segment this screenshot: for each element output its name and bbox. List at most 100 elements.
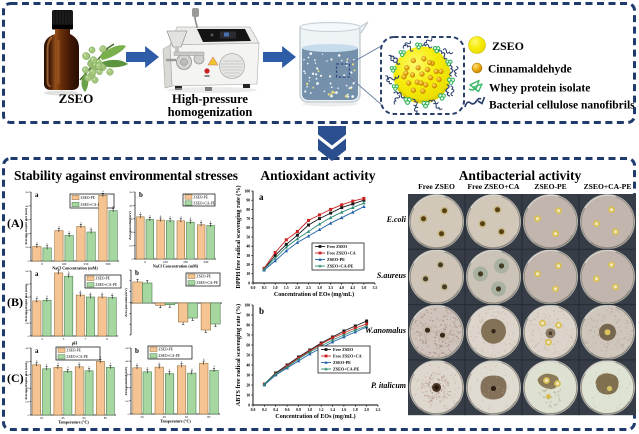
- svg-text:a: a: [170, 216, 172, 219]
- svg-text:0: 0: [248, 403, 250, 407]
- svg-text:3.5: 3.5: [328, 286, 333, 290]
- svg-text:0.0: 0.0: [251, 286, 256, 290]
- svg-text:500: 500: [129, 191, 133, 194]
- svg-text:P. italicum: P. italicum: [371, 381, 406, 390]
- svg-text:500: 500: [125, 347, 129, 350]
- svg-text:Concentration of EOs (mg/mL): Concentration of EOs (mg/mL): [275, 413, 355, 420]
- svg-text:a: a: [58, 268, 60, 271]
- svg-text:0.2: 0.2: [262, 408, 267, 412]
- svg-text:100: 100: [125, 400, 129, 403]
- svg-text:300: 300: [25, 296, 29, 299]
- svg-text:80: 80: [246, 323, 250, 327]
- svg-text:a: a: [68, 271, 70, 274]
- svg-text:a: a: [259, 192, 264, 202]
- svg-text:2.0: 2.0: [364, 408, 369, 412]
- svg-text:100: 100: [163, 260, 168, 264]
- svg-text:500: 500: [106, 262, 111, 266]
- svg-text:Antibacterial activity: Antibacterial activity: [459, 168, 582, 183]
- svg-text:400: 400: [129, 204, 133, 207]
- svg-text:Whey protein isolate: Whey protein isolate: [489, 83, 590, 95]
- svg-text:Zeta potential (mV): Zeta potential (mV): [124, 367, 128, 396]
- svg-text:ABTS free radical scavenging r: ABTS free radical scavenging rate (%): [235, 304, 242, 406]
- svg-text:ZSEO+CA-PE: ZSEO+CA-PE: [67, 355, 89, 359]
- svg-text:500: 500: [204, 260, 209, 264]
- svg-text:70: 70: [246, 333, 250, 337]
- svg-text:Concentration of EOs (mg/mL): Concentration of EOs (mg/mL): [274, 291, 354, 298]
- svg-text:0: 0: [41, 262, 43, 266]
- svg-text:a: a: [159, 362, 161, 365]
- svg-text:ZSEO: ZSEO: [492, 39, 524, 53]
- svg-text:90: 90: [246, 199, 250, 203]
- svg-text:ZSEO-PE: ZSEO-PE: [81, 196, 96, 200]
- svg-text:500: 500: [25, 347, 29, 350]
- svg-text:a: a: [140, 212, 142, 215]
- svg-text:10: 10: [246, 272, 250, 276]
- svg-text:ZSEO+CA-PE: ZSEO+CA-PE: [96, 283, 118, 287]
- svg-text:pH: pH: [72, 341, 78, 346]
- svg-text:Free ZSEO: Free ZSEO: [327, 244, 348, 249]
- svg-text:Average droplet size (nm): Average droplet size (nm): [24, 208, 28, 245]
- svg-text:0.8: 0.8: [296, 408, 301, 412]
- svg-text:ZSEO+CA-PE: ZSEO+CA-PE: [194, 201, 216, 205]
- svg-text:60: 60: [246, 226, 250, 230]
- svg-text:a: a: [180, 216, 182, 219]
- svg-text:a: a: [67, 366, 69, 369]
- svg-text:a: a: [46, 364, 48, 367]
- svg-text:a: a: [112, 292, 114, 295]
- svg-text:4.0: 4.0: [339, 286, 344, 290]
- svg-text:a: a: [69, 230, 71, 233]
- svg-text:ZSEO+CA-PE: ZSEO+CA-PE: [584, 182, 632, 191]
- svg-text:ZSEO+CA-PE: ZSEO+CA-PE: [197, 281, 219, 285]
- svg-text:400: 400: [25, 283, 29, 286]
- svg-text:250: 250: [84, 262, 89, 266]
- svg-text:a: a: [58, 225, 60, 228]
- svg-text:100: 100: [129, 245, 133, 248]
- svg-text:2.2: 2.2: [376, 408, 381, 412]
- svg-text:a: a: [191, 368, 193, 371]
- svg-text:(C): (C): [7, 371, 24, 385]
- svg-text:a: a: [102, 292, 104, 295]
- svg-text:Zeta potential (mV): Zeta potential (mV): [124, 288, 128, 317]
- svg-text:(B): (B): [7, 295, 23, 309]
- svg-text:1.0: 1.0: [273, 286, 278, 290]
- svg-text:0: 0: [28, 414, 30, 417]
- svg-text:Free ZSEO+CA: Free ZSEO+CA: [327, 251, 356, 256]
- svg-text:ZSEO-PE: ZSEO-PE: [194, 195, 209, 199]
- svg-text:a: a: [35, 270, 39, 278]
- svg-text:200: 200: [25, 309, 29, 312]
- svg-text:85: 85: [104, 416, 108, 420]
- svg-text:400: 400: [25, 360, 29, 363]
- svg-text:65: 65: [83, 416, 87, 420]
- svg-text:ZSEO-PE: ZSEO-PE: [197, 275, 212, 279]
- svg-text:b: b: [135, 269, 139, 277]
- svg-text:a: a: [57, 362, 59, 365]
- svg-text:5.5: 5.5: [373, 286, 378, 290]
- svg-text:ZSEO-PE: ZSEO-PE: [67, 349, 82, 353]
- svg-text:a: a: [100, 356, 102, 359]
- svg-text:7: 7: [85, 337, 87, 341]
- svg-text:a: a: [210, 220, 212, 223]
- svg-text:40: 40: [246, 245, 250, 249]
- svg-text:80: 80: [246, 208, 250, 212]
- svg-text:2.5: 2.5: [306, 286, 311, 290]
- svg-text:Zeta potential (mV): Zeta potential (mV): [128, 211, 132, 240]
- svg-text:(A): (A): [7, 216, 24, 230]
- svg-text:45: 45: [61, 416, 65, 420]
- svg-text:65: 65: [185, 415, 189, 419]
- svg-text:20: 20: [246, 383, 250, 387]
- svg-text:400: 400: [25, 205, 29, 208]
- svg-text:50: 50: [246, 353, 250, 357]
- svg-text:ZSEO+CA-PE: ZSEO+CA-PE: [81, 203, 103, 207]
- svg-text:200: 200: [25, 387, 29, 390]
- svg-text:a: a: [147, 367, 149, 370]
- svg-text:Free ZSEO: Free ZSEO: [333, 347, 354, 352]
- svg-text:500: 500: [25, 270, 29, 273]
- svg-text:a: a: [169, 369, 171, 372]
- svg-text:5.0: 5.0: [362, 286, 367, 290]
- svg-text:Temperature (°C): Temperature (°C): [160, 419, 191, 424]
- svg-text:4.5: 4.5: [350, 286, 355, 290]
- svg-text:a: a: [36, 296, 38, 299]
- svg-text:25: 25: [40, 416, 44, 420]
- svg-text:a: a: [79, 362, 81, 365]
- svg-text:10: 10: [246, 393, 250, 397]
